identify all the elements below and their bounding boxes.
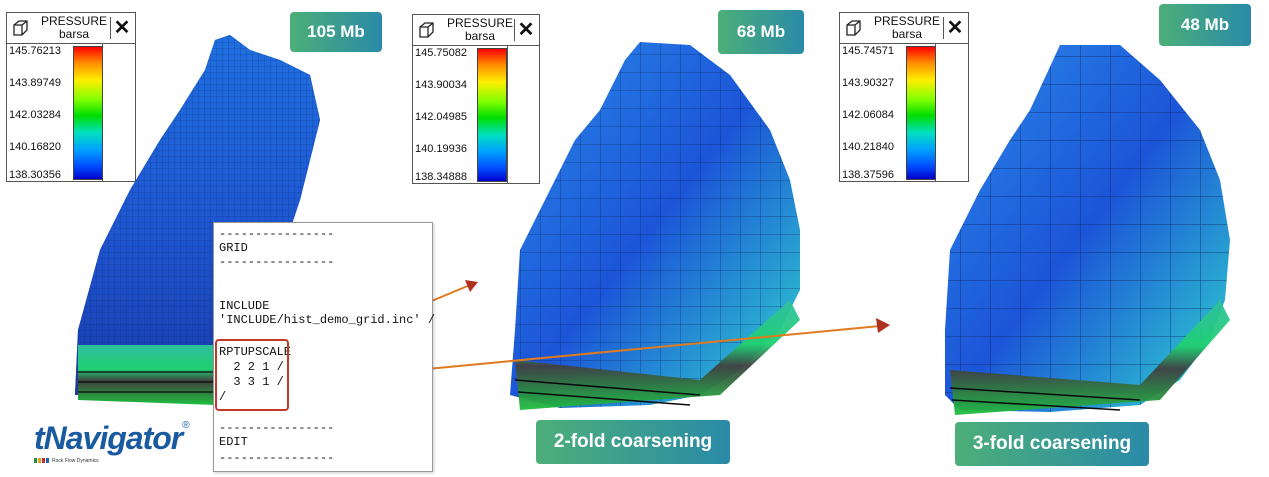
pressure-legend-1: PRESSURE barsa ✕ 145.76213 143.89749 142.… [6,12,136,182]
code-line: 'INCLUDE/hist_demo_grid.inc' / [219,313,436,327]
legend-tick: 143.90327 [842,77,894,89]
size-badge-3fold: 48 Mb [1159,4,1251,46]
legend-tick: 145.76213 [9,45,61,57]
legend-tick: 145.74571 [842,45,894,57]
close-icon[interactable]: ✕ [943,17,966,39]
keyword-code-panel: ---------------- GRID ---------------- I… [213,222,436,472]
legend-title: PRESSURE barsa [40,14,108,41]
code-line: 2 2 1 / [219,360,284,374]
rptupscale-highlight [215,339,289,411]
legend-title: PRESSURE barsa [446,16,514,43]
pressure-legend-3: PRESSURE barsa ✕ 145.74571 143.90327 142.… [839,12,969,182]
legend-tick: 140.21840 [842,141,894,153]
legend-header: PRESSURE barsa ✕ [413,15,539,46]
code-line: INCLUDE [219,299,270,313]
legend-tick: 138.30356 [9,169,61,181]
legend-header: PRESSURE barsa ✕ [840,13,968,44]
color-scale-bar [73,46,103,180]
cube-icon[interactable] [417,21,435,39]
legend-tick: 138.37596 [842,169,894,181]
code-line: ---------------- [219,255,335,269]
legend-tick: 142.04985 [415,111,467,123]
code-line: GRID [219,241,248,255]
legend-tick: 140.16820 [9,141,61,153]
code-line: / [219,390,227,404]
color-scale-bar [906,46,936,180]
legend-tick: 140.19936 [415,143,467,155]
size-badge-2fold: 68 Mb [718,10,804,54]
legend-tick: 143.89749 [9,77,61,89]
pressure-legend-2: PRESSURE barsa ✕ 145.75082 143.90034 142.… [412,14,540,184]
caption-3fold-coarsening: 3-fold coarsening [955,422,1149,466]
reservoir-model-3fold [945,45,1230,415]
code-line: 3 3 1 / [219,375,284,389]
code-line: ---------------- [219,451,335,465]
code-line: RPTUPSCALE [219,345,292,359]
legend-tick: 138.34888 [415,171,467,183]
close-icon[interactable]: ✕ [110,17,133,39]
legend-title: PRESSURE barsa [873,14,941,41]
reservoir-model-2fold [510,42,800,410]
code-line: EDIT [219,435,248,449]
close-icon[interactable]: ✕ [514,19,537,41]
caption-2fold-coarsening: 2-fold coarsening [536,420,730,464]
legend-header: PRESSURE barsa ✕ [7,13,135,44]
legend-tick: 143.90034 [415,79,467,91]
tnavigator-logo: tNavigator® Rock Flow Dynamics [34,420,190,464]
legend-tick: 142.06084 [842,109,894,121]
legend-tick: 145.75082 [415,47,467,59]
cube-icon[interactable] [844,19,862,37]
size-badge-full: 105 Mb [290,12,382,52]
cube-icon[interactable] [11,19,29,37]
code-line: ---------------- [219,227,335,241]
code-line: ---------------- [219,421,335,435]
legend-tick: 142.03284 [9,109,61,121]
color-scale-bar [477,48,507,182]
